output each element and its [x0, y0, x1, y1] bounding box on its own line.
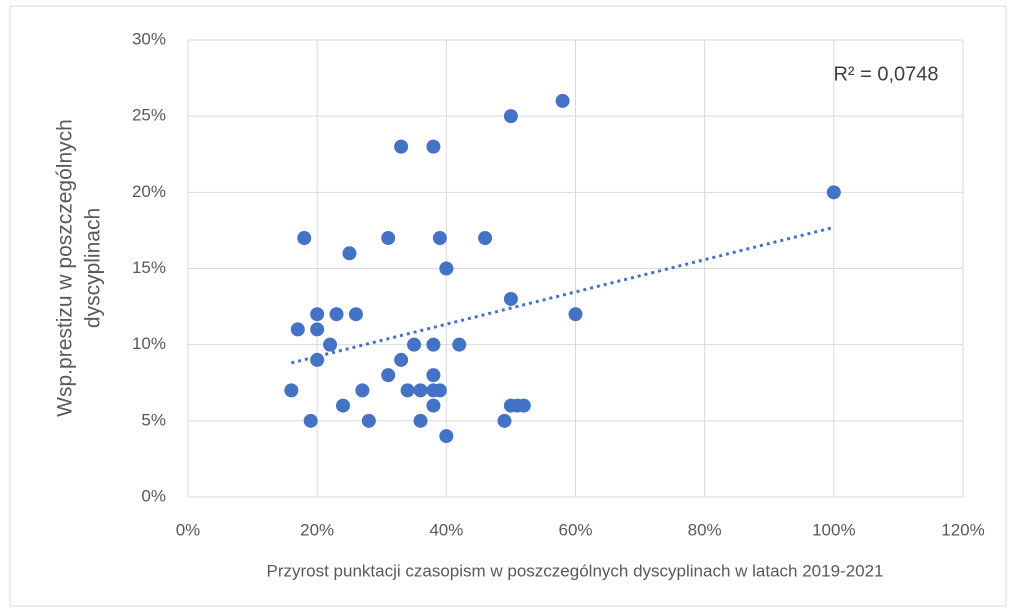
x-axis-label: Przyrost punktacji czasopism w poszczegó… — [266, 561, 883, 580]
point — [394, 139, 409, 154]
point — [290, 322, 305, 337]
point — [452, 337, 467, 352]
point — [348, 307, 363, 322]
point — [407, 337, 422, 352]
point — [426, 337, 441, 352]
point — [413, 383, 428, 398]
x-tick-label: 20% — [300, 520, 334, 539]
point — [516, 398, 531, 413]
point — [503, 109, 518, 124]
point — [310, 307, 325, 322]
point — [432, 231, 447, 246]
y-tick-label: 25% — [132, 106, 166, 125]
point — [342, 246, 357, 261]
y-axis-label: dyscyplinach — [82, 208, 105, 328]
point — [323, 337, 338, 352]
point — [284, 383, 299, 398]
x-tick-label: 100% — [812, 520, 855, 539]
point — [310, 322, 325, 337]
point — [336, 398, 350, 413]
point — [355, 383, 370, 398]
point — [426, 139, 441, 154]
point — [432, 383, 447, 398]
point — [310, 352, 325, 367]
point — [381, 231, 396, 246]
y-tick-label: 10% — [132, 334, 166, 353]
point — [329, 307, 344, 322]
point — [503, 291, 518, 306]
y-tick-label: 5% — [141, 410, 166, 429]
x-tick-label: 60% — [558, 520, 592, 539]
point — [555, 93, 570, 108]
point — [413, 413, 428, 428]
x-tick-label: 80% — [688, 520, 722, 539]
point — [826, 185, 841, 200]
point — [497, 413, 512, 428]
point — [297, 231, 312, 246]
point — [381, 368, 396, 383]
y-tick-label: 20% — [132, 182, 166, 201]
x-tick-label: 40% — [429, 520, 463, 539]
point — [426, 368, 441, 383]
y-axis-label: Wsp.prestizu w poszczególnych — [54, 119, 77, 417]
point — [426, 398, 441, 413]
x-tick-label: 0% — [176, 520, 201, 539]
x-tick-label: 120% — [941, 520, 984, 539]
y-tick-label: 30% — [132, 29, 166, 48]
point — [361, 413, 376, 428]
point — [478, 231, 493, 246]
point — [400, 383, 415, 398]
point — [303, 413, 318, 428]
point — [394, 352, 409, 367]
chart-border — [9, 5, 1007, 607]
point — [568, 307, 583, 322]
y-tick-label: 15% — [132, 258, 166, 277]
point — [439, 429, 454, 444]
y-tick-label: 0% — [141, 486, 166, 505]
r-squared: R² = 0,0748 — [833, 63, 938, 85]
point — [439, 261, 454, 276]
trendline — [290, 225, 835, 365]
